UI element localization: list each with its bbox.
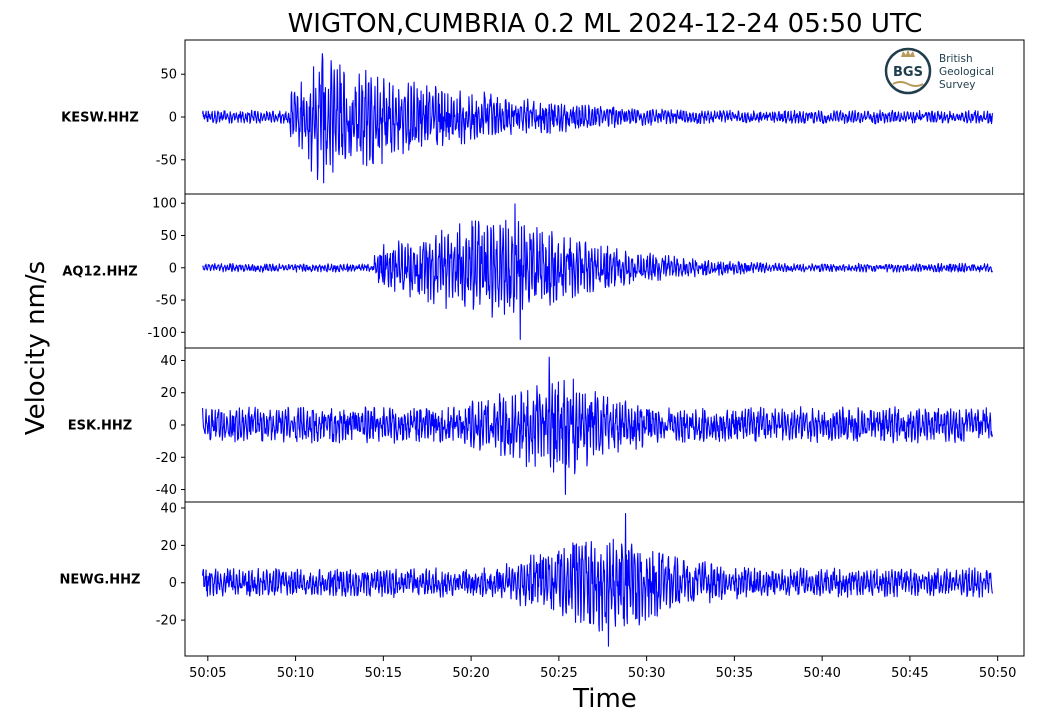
x-tick-label: 50:20: [452, 666, 489, 681]
panels-group: 50 0 -50 KESW.HHZ 100 50 0 -50 -100 AQ12.HHZ 40 20 0…: [60, 39, 1025, 657]
y-tick-label: 0: [169, 261, 177, 276]
y-tick-label: -50: [156, 294, 177, 309]
bgs-logo: BGS British Geological Survey: [884, 47, 994, 95]
chart-title: WIGTON,CUMBRIA 0.2 ML 2024-12-24 05:50 U…: [288, 9, 923, 39]
x-tick-label: 50:05: [189, 666, 226, 681]
y-tick-label: -40: [156, 483, 177, 498]
y-axis-label: Velocity nm/s: [21, 261, 51, 435]
waveform-trace: [202, 203, 993, 340]
y-tick-label: 40: [160, 354, 177, 369]
panel-newg-hhz: 40 20 0 -20 NEWG.HHZ: [60, 501, 1025, 657]
y-tick-label: 20: [160, 539, 177, 554]
y-tick-label: 50: [160, 68, 177, 83]
x-axis: 50:05 50:10 50:15 50:20 50:25 50:30 50:35 50:40…: [189, 656, 1016, 681]
logo-line-3: Survey: [939, 79, 976, 91]
y-tick-label: 0: [169, 576, 177, 591]
x-axis-label: Time: [572, 684, 637, 714]
station-label: NEWG.HHZ: [60, 573, 141, 588]
y-tick-label: 40: [160, 502, 177, 517]
x-tick-label: 50:40: [803, 666, 840, 681]
y-tick-label: -20: [156, 451, 177, 466]
y-tick-label: -20: [156, 614, 177, 629]
station-label: AQ12.HHZ: [62, 265, 137, 280]
waveform-trace: [202, 356, 993, 495]
y-tick-label: -50: [156, 153, 177, 168]
x-tick-label: 50:30: [628, 666, 665, 681]
panel-aq12-hhz: 100 50 0 -50 -100 AQ12.HHZ: [62, 193, 1025, 349]
y-tick-label: 100: [152, 197, 177, 212]
logo-crown-icon: [901, 49, 915, 57]
y-tick-label: -100: [147, 326, 177, 341]
waveform-trace: [202, 513, 993, 647]
x-tick-label: 50:10: [277, 666, 314, 681]
logo-line-2: Geological: [939, 66, 994, 78]
x-tick-label: 50:15: [365, 666, 402, 681]
panel-frame: [184, 501, 1025, 657]
y-tick-label: 0: [169, 111, 177, 126]
x-tick-label: 50:25: [540, 666, 577, 681]
x-tick-label: 50:35: [716, 666, 753, 681]
y-tick-label: 0: [169, 419, 177, 434]
y-tick-label: 20: [160, 386, 177, 401]
waveform-trace: [202, 53, 993, 184]
station-label: KESW.HHZ: [61, 111, 139, 126]
logo-line-1: British: [939, 53, 973, 65]
panel-esk-hhz: 40 20 0 -20 -40 ESK.HHZ: [68, 347, 1025, 503]
x-tick-label: 50:50: [979, 666, 1016, 681]
x-tick-label: 50:45: [891, 666, 928, 681]
logo-wave-icon: [892, 81, 924, 87]
station-label: ESK.HHZ: [68, 419, 132, 434]
logo-initials: BGS: [893, 65, 923, 80]
y-tick-label: 50: [160, 229, 177, 244]
panel-kesw-hhz: 50 0 -50 KESW.HHZ: [61, 39, 1025, 195]
